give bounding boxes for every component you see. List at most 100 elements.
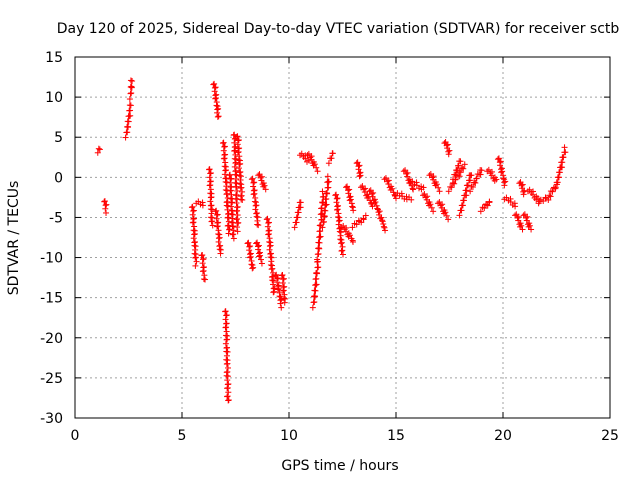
data-point	[321, 218, 328, 225]
data-point	[338, 248, 345, 255]
data-point	[338, 239, 345, 246]
data-point	[208, 194, 215, 201]
data-point	[250, 264, 257, 271]
data-point	[460, 197, 467, 204]
data-point	[323, 201, 330, 208]
data-point	[235, 157, 242, 164]
data-point	[126, 102, 133, 109]
data-point	[454, 167, 461, 174]
data-point	[235, 137, 242, 144]
data-point	[486, 199, 493, 206]
data-point	[103, 209, 110, 216]
data-point	[280, 275, 287, 282]
data-point	[549, 188, 556, 195]
data-point	[546, 192, 553, 199]
data-point	[356, 162, 363, 169]
y-tick-label: -25	[40, 371, 63, 387]
data-point	[337, 236, 344, 243]
data-point	[317, 228, 324, 235]
data-point	[215, 238, 222, 245]
data-point	[224, 368, 231, 375]
data-point	[379, 218, 386, 225]
data-point	[523, 214, 530, 221]
data-point	[208, 202, 215, 209]
data-point	[191, 231, 198, 238]
x-axis-label: GPS time / hours	[281, 458, 398, 474]
y-tick-label: 10	[45, 90, 63, 106]
data-point	[221, 171, 228, 178]
data-point	[124, 118, 131, 125]
data-point	[280, 287, 287, 294]
data-point	[258, 173, 265, 180]
data-point	[103, 201, 110, 208]
data-point	[257, 174, 264, 181]
data-point	[302, 155, 309, 162]
data-point	[450, 176, 457, 183]
data-point	[556, 169, 563, 176]
data-point	[225, 397, 232, 404]
data-point	[389, 185, 396, 192]
data-point	[265, 231, 272, 238]
data-point	[227, 187, 234, 194]
x-tick-label: 10	[280, 428, 298, 444]
data-point	[221, 143, 228, 150]
data-point	[443, 212, 450, 219]
data-point	[347, 196, 354, 203]
data-point	[224, 206, 231, 213]
data-point	[445, 216, 452, 223]
data-point	[225, 214, 232, 221]
data-point	[191, 242, 198, 249]
data-point	[246, 254, 253, 261]
data-point	[191, 230, 198, 237]
data-point	[340, 251, 347, 258]
data-point	[404, 173, 411, 180]
data-point	[127, 77, 134, 84]
data-point	[253, 210, 260, 217]
data-point	[430, 208, 437, 215]
data-point	[514, 214, 521, 221]
data-point	[264, 215, 271, 222]
data-point	[249, 265, 256, 272]
data-point	[244, 240, 251, 247]
data-point	[214, 109, 221, 116]
data-point	[231, 155, 238, 162]
data-point	[368, 190, 375, 197]
data-point	[408, 196, 415, 203]
data-point	[226, 172, 233, 179]
data-point	[190, 207, 197, 214]
data-point	[309, 304, 316, 311]
data-point	[275, 285, 282, 292]
data-point	[507, 198, 514, 205]
data-point	[500, 175, 507, 182]
data-point	[428, 204, 435, 211]
data-point	[373, 202, 380, 209]
data-point	[263, 216, 270, 223]
data-point	[230, 231, 237, 238]
y-tick-labels: -30 -25 -20 -15 -10 -5 0 5 10 15	[40, 50, 63, 427]
data-point	[529, 191, 536, 198]
data-point	[276, 293, 283, 300]
data-point	[457, 158, 464, 165]
data-point	[228, 211, 235, 218]
data-point	[329, 150, 336, 157]
data-point	[239, 196, 246, 203]
data-point	[224, 377, 231, 384]
data-point	[498, 169, 505, 176]
data-point	[481, 205, 488, 212]
data-point	[258, 256, 265, 263]
data-point	[230, 235, 237, 242]
data-point	[233, 133, 240, 140]
data-point	[328, 155, 335, 162]
data-point	[311, 299, 318, 306]
axis-ticks	[74, 56, 611, 419]
data-point	[357, 172, 364, 179]
data-point	[214, 223, 221, 230]
data-point	[409, 185, 416, 192]
data-point	[371, 196, 378, 203]
data-point	[231, 163, 238, 170]
data-point	[207, 198, 214, 205]
data-point	[493, 176, 500, 183]
data-point	[400, 168, 407, 175]
data-point	[250, 191, 257, 198]
data-point	[314, 256, 321, 263]
